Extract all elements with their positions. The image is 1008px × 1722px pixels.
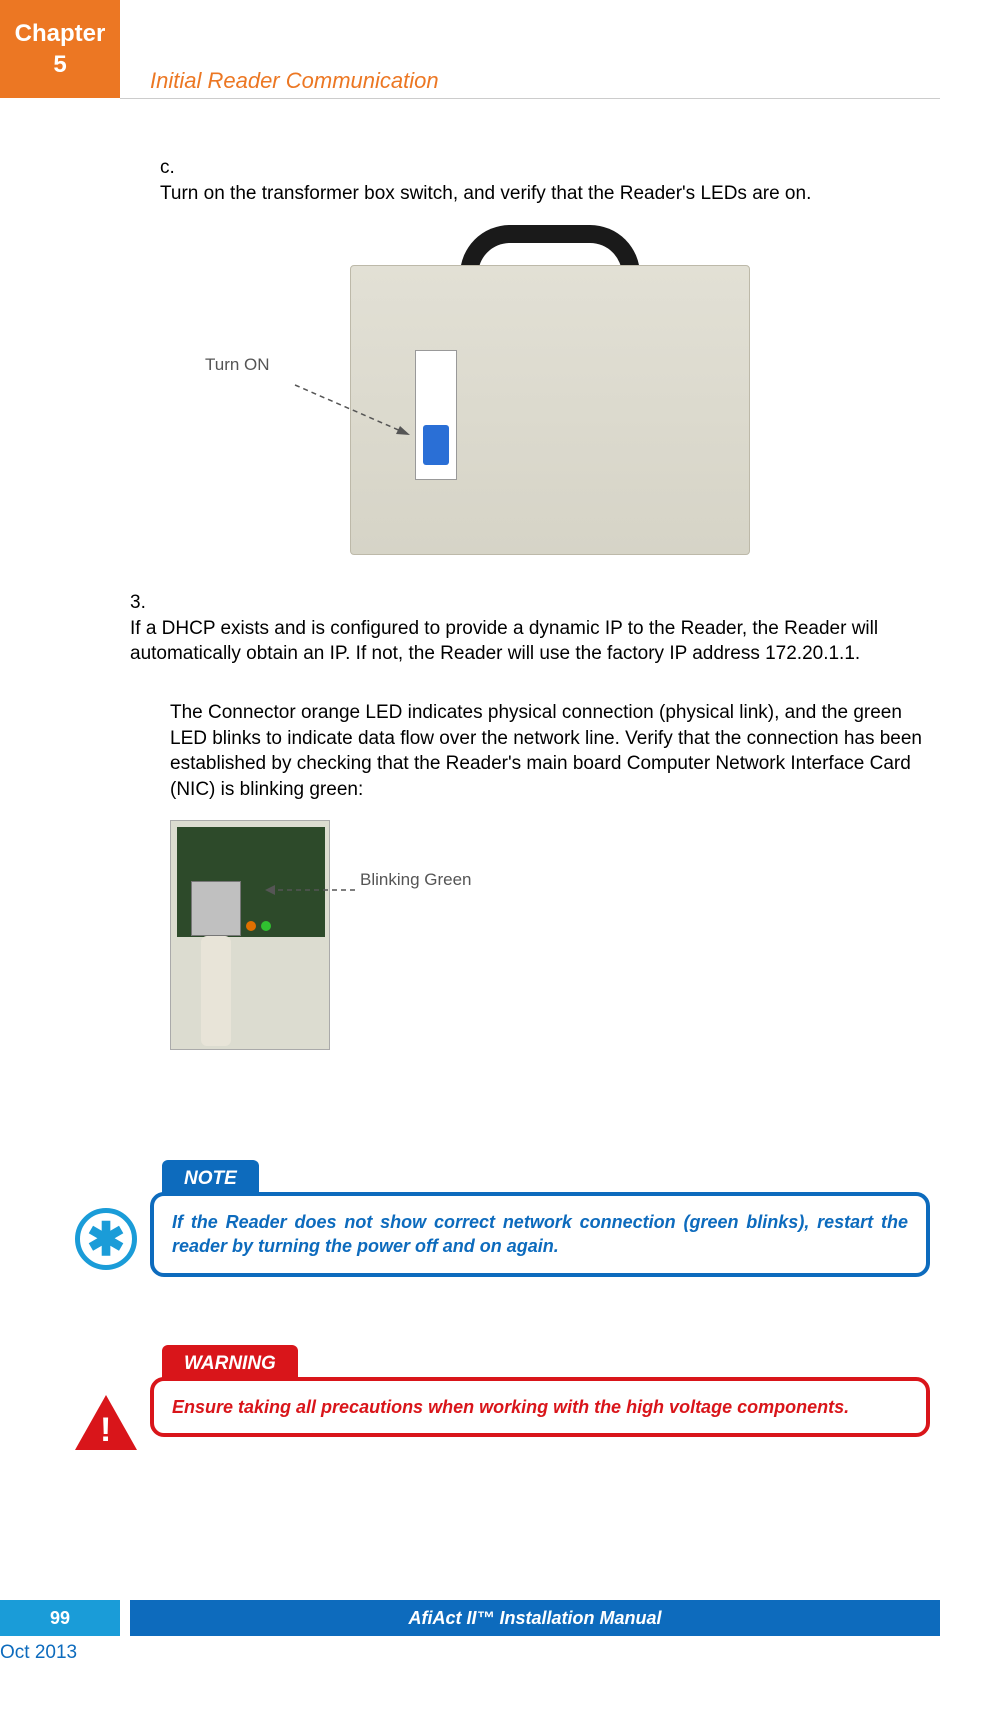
step-3-text: If a DHCP exists and is configured to pr… <box>130 616 885 667</box>
step-c: c. Turn on the transformer box switch, a… <box>160 155 920 206</box>
ethernet-cable <box>201 936 231 1046</box>
note-body: If the Reader does not show correct netw… <box>150 1192 930 1277</box>
orange-led-icon <box>246 921 256 931</box>
green-led-icon <box>261 921 271 931</box>
nic-figure <box>170 820 330 1050</box>
arrow-icon <box>260 880 360 900</box>
warning-icon <box>75 1395 137 1450</box>
switch-toggle <box>423 425 449 465</box>
footer-date: Oct 2013 <box>0 1642 77 1664</box>
page-number: 99 <box>0 1600 120 1636</box>
chapter-number: 5 <box>0 49 120 80</box>
step-3-para2: The Connector orange LED indicates physi… <box>170 700 930 803</box>
blinking-green-label: Blinking Green <box>360 870 472 890</box>
step-3: 3. If a DHCP exists and is configured to… <box>130 590 930 667</box>
chapter-tab: Chapter 5 <box>0 0 120 98</box>
footer-title: AfiAct II™ Installation Manual <box>130 1600 940 1636</box>
transformer-figure: Turn ON <box>280 215 780 580</box>
step-3-marker: 3. <box>130 590 170 616</box>
note-tab: NOTE <box>162 1160 259 1196</box>
turn-on-label: Turn ON <box>205 355 270 375</box>
note-callout: NOTE If the Reader does not show correct… <box>150 1160 930 1277</box>
note-icon: ✱ <box>75 1208 137 1270</box>
chapter-label: Chapter <box>0 18 120 49</box>
transformer-box <box>350 265 750 555</box>
warning-callout: WARNING Ensure taking all precautions wh… <box>150 1345 930 1437</box>
nic-port <box>191 881 241 936</box>
page-title: Initial Reader Communication <box>150 68 439 94</box>
warning-body: Ensure taking all precautions when worki… <box>150 1377 930 1437</box>
step-c-text: Turn on the transformer box switch, and … <box>160 181 880 207</box>
header-divider <box>120 98 940 99</box>
warning-tab: WARNING <box>162 1345 298 1381</box>
step-c-marker: c. <box>160 155 195 181</box>
